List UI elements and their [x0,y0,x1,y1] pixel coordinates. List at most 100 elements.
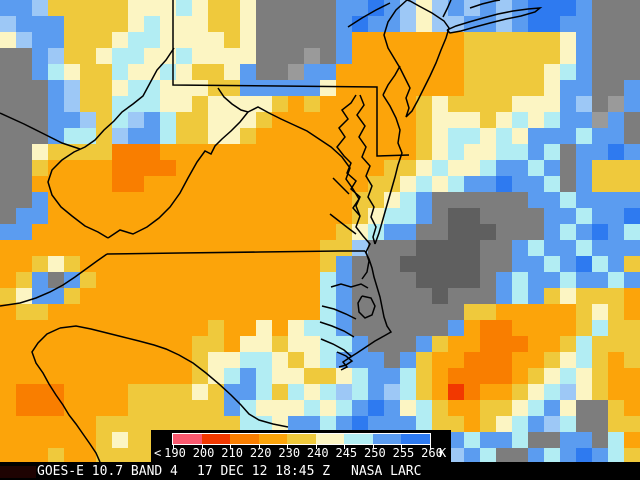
map-cell [112,416,128,432]
map-cell [352,144,368,160]
map-cell [464,64,480,80]
map-cell [144,416,160,432]
legend-tick [201,445,203,449]
map-cell [576,304,592,320]
legend-tick-label: 200 [192,446,215,460]
map-cell [224,64,240,80]
map-cell [192,416,208,432]
map-cell [192,96,208,112]
map-cell [256,80,272,96]
map-cell [368,16,384,32]
map-cell [608,352,624,368]
map-cell [576,336,592,352]
map-cell [160,144,176,160]
map-cell [368,272,384,288]
map-cell [80,400,96,416]
map-cell [176,416,192,432]
map-cell [32,208,48,224]
map-cell [384,16,400,32]
map-cell [544,400,560,416]
legend-color-segment [372,434,402,444]
map-cell [0,416,16,432]
map-cell [512,288,528,304]
map-cell [304,96,320,112]
map-cell [400,0,416,16]
map-cell [384,128,400,144]
map-cell [352,352,368,368]
map-cell [464,48,480,64]
map-cell [288,32,304,48]
map-cell [240,224,256,240]
map-cell [560,208,576,224]
map-cell [560,368,576,384]
map-cell [160,128,176,144]
map-cell [272,0,288,16]
map-cell [192,384,208,400]
map-cell [448,96,464,112]
map-cell [544,176,560,192]
map-cell [16,208,32,224]
map-cell [320,96,336,112]
legend-kelvin-unit: K [439,446,447,460]
map-cell [560,32,576,48]
map-cell [496,48,512,64]
map-cell [240,80,256,96]
map-cell [624,112,640,128]
map-cell [112,144,128,160]
map-cell [16,432,32,448]
map-cell [448,80,464,96]
map-cell [0,64,16,80]
map-cell [0,48,16,64]
map-cell [368,352,384,368]
map-cell [400,128,416,144]
map-cell [80,32,96,48]
map-cell [320,192,336,208]
map-cell [368,112,384,128]
map-cell [464,416,480,432]
map-cell [384,176,400,192]
map-cell [208,224,224,240]
map-cell [0,272,16,288]
map-cell [128,176,144,192]
map-cell [272,192,288,208]
map-cell [448,416,464,432]
map-cell [128,208,144,224]
map-cell [416,16,432,32]
map-cell [0,176,16,192]
map-cell [64,48,80,64]
map-cell [240,416,256,432]
state-border-line [336,94,371,280]
map-cell [576,64,592,80]
map-cell [64,160,80,176]
map-cell [496,160,512,176]
map-cell [64,0,80,16]
map-cell [48,224,64,240]
map-cell [432,80,448,96]
map-cell [160,176,176,192]
map-cell [480,80,496,96]
map-cell [176,192,192,208]
map-cell [96,208,112,224]
map-cell [320,352,336,368]
map-cell [464,96,480,112]
map-cell [512,400,528,416]
map-cell [464,304,480,320]
map-cell [288,64,304,80]
map-cell [16,192,32,208]
map-cell [208,384,224,400]
map-cell [0,288,16,304]
map-cell [592,304,608,320]
map-cell [224,16,240,32]
map-cell [576,240,592,256]
map-cell [496,368,512,384]
map-cell [336,48,352,64]
map-cell [544,208,560,224]
state-border-line [347,2,391,28]
map-cell [272,400,288,416]
map-cell [96,384,112,400]
map-cell [96,0,112,16]
map-cell [624,432,640,448]
map-cell [16,384,32,400]
map-cell [0,224,16,240]
map-cell [96,368,112,384]
